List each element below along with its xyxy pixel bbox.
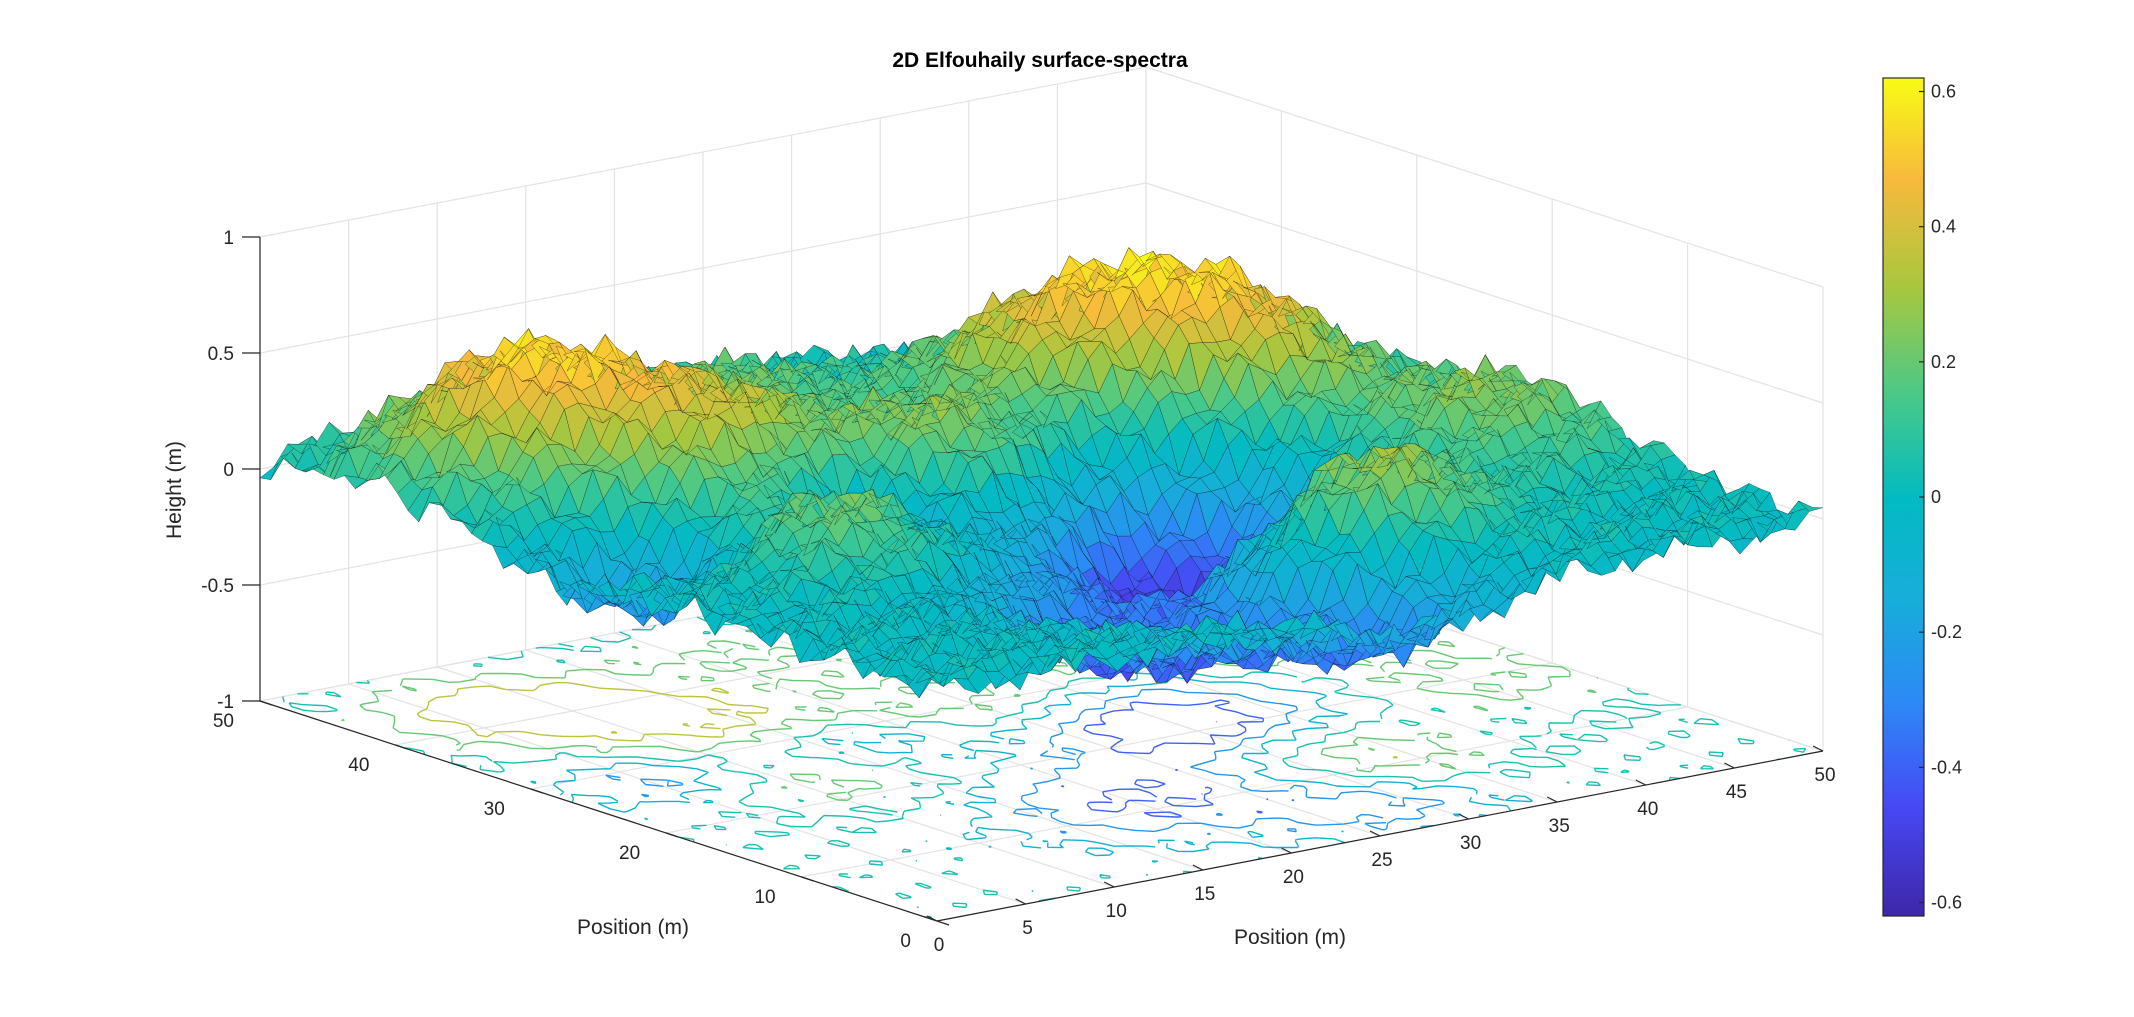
z-tick-label: -1: [217, 692, 234, 713]
x-tick-label: 20: [1283, 867, 1304, 888]
x-axis-label: Position (m): [1234, 926, 1346, 949]
wall-gridline: [259, 66, 1147, 238]
wall-gridline: [1145, 182, 1824, 404]
y-tick-mark: [395, 744, 408, 750]
z-tick-label: -0.5: [201, 576, 234, 597]
colorbar-tick-label: 0.6: [1931, 82, 1956, 102]
y-tick-label: 0: [900, 931, 911, 952]
y-tick-label: 10: [754, 887, 775, 908]
x-tick-label: 45: [1726, 782, 1747, 803]
floor-gridline: [437, 666, 1115, 888]
y-tick-mark: [666, 832, 679, 838]
x-tick-label: 35: [1549, 816, 1570, 837]
y-tick-mark: [801, 876, 814, 882]
x-tick-label: 5: [1022, 918, 1033, 939]
contour-line: [1060, 699, 1295, 818]
surface-patch: [1729, 538, 1755, 555]
y-axis-label: Position (m): [577, 916, 689, 939]
y-tick-mark: [259, 700, 273, 706]
colorbar-tick-label: -0.2: [1931, 622, 1962, 642]
wall-gridline: [1145, 66, 1824, 288]
colorbar-tick-label: 0.2: [1931, 352, 1956, 372]
wall-gridline: [259, 182, 1147, 354]
x-tick-label: 40: [1637, 799, 1658, 820]
floor-gridline: [666, 662, 1553, 834]
z-tick-label: 1: [223, 228, 234, 249]
colorbar-tick-label: -0.6: [1931, 892, 1962, 912]
z-axis-label: Height (m): [163, 441, 186, 539]
floor-gridline: [348, 683, 1026, 905]
x-tick-label: 30: [1460, 833, 1481, 854]
floor-gridline: [525, 649, 1203, 871]
colorbar-ticks: -0.6 -0.4 -0.2 0 0.2 0.4 0.6: [1919, 82, 1962, 912]
y-tick-label: 20: [619, 843, 640, 864]
colorbar-tick-label: 0.4: [1931, 217, 1956, 237]
contour-line: [605, 688, 1446, 835]
x-tick-label: 15: [1194, 884, 1215, 905]
x-tick-label: 25: [1371, 850, 1392, 871]
surface-mesh: [259, 247, 1824, 699]
x-tick-label: 10: [1106, 901, 1127, 922]
z-tick-label: 0: [223, 460, 234, 481]
x-tick-label: 0: [934, 935, 945, 956]
y-tick-mark: [530, 788, 543, 794]
colorbar-tick-label: -0.4: [1931, 757, 1962, 777]
z-tick-label: 0.5: [208, 344, 234, 365]
y-tick-label: 30: [484, 799, 505, 820]
y-tick-mark: [936, 920, 950, 926]
x-tick-label: 50: [1814, 765, 1835, 786]
chart-title: 2D Elfouhaily surface-spectra: [892, 49, 1188, 72]
y-axis-line: [259, 700, 938, 922]
colorbar: [1882, 77, 1925, 917]
y-tick-label: 40: [348, 755, 369, 776]
colorbar-tick-label: 0: [1931, 487, 1941, 507]
y-tick-label: 50: [213, 711, 234, 732]
